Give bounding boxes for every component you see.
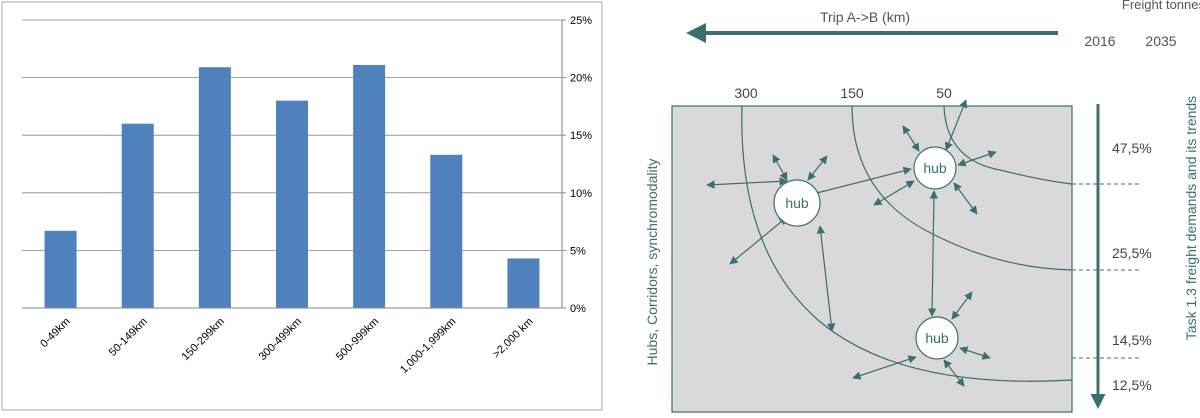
bar bbox=[430, 154, 463, 308]
left-vertical-label: Hubs, Corridors, synchromodality bbox=[644, 159, 660, 366]
share-4: 12,5% bbox=[1112, 377, 1152, 393]
spoke bbox=[873, 180, 915, 206]
bar bbox=[507, 258, 540, 308]
spoke bbox=[943, 359, 965, 387]
hub-3: hub bbox=[915, 316, 959, 360]
hub-3-label: hub bbox=[925, 330, 949, 346]
spoke bbox=[807, 155, 828, 181]
hub-2: hub bbox=[913, 146, 957, 190]
link-hub1-hub3 bbox=[816, 225, 836, 332]
spoke bbox=[706, 177, 788, 189]
region-area bbox=[671, 105, 1073, 413]
y-tick-label: 10% bbox=[570, 188, 592, 200]
y-tick-label: 20% bbox=[570, 73, 592, 85]
freight-label: Freight tonnes bbox=[1122, 0, 1200, 12]
link-hub1-hub2 bbox=[804, 166, 912, 199]
spoke bbox=[953, 182, 978, 215]
hub-diagram: Trip A->B (km) Freight tonnes 2016 2035 … bbox=[610, 0, 1200, 413]
y-tick-labels: 0% 5% 10% 15% 20% 25% bbox=[562, 15, 592, 315]
bars bbox=[44, 64, 540, 309]
y-tick-label: 5% bbox=[570, 245, 586, 257]
bar bbox=[44, 230, 77, 308]
spoke bbox=[951, 291, 973, 320]
share-3: 14,5% bbox=[1112, 332, 1152, 348]
hub-1-label: hub bbox=[785, 195, 809, 211]
link-hub2-hub3 bbox=[927, 190, 939, 317]
spoke bbox=[944, 99, 968, 151]
y-tick-label: 25% bbox=[570, 15, 592, 27]
y-tick-label: 0% bbox=[570, 303, 586, 315]
hub-1: hub bbox=[773, 179, 821, 227]
distance-curve-150 bbox=[851, 105, 1073, 271]
bar bbox=[198, 67, 231, 309]
spoke bbox=[902, 125, 920, 152]
spoke bbox=[957, 150, 997, 167]
bar-chart: 0% 5% 10% 15% 20% 25% 0-49km 50-149km 150-299km… bbox=[0, 0, 606, 413]
trip-label: Trip A->B (km) bbox=[820, 9, 910, 25]
diagram-svg: Trip A->B (km) Freight tonnes 2016 2035 … bbox=[644, 0, 1200, 413]
spoke bbox=[772, 154, 788, 181]
distance-300: 300 bbox=[734, 85, 758, 101]
spoke bbox=[852, 355, 917, 380]
share-1: 47,5% bbox=[1112, 140, 1152, 156]
distance-150: 150 bbox=[840, 85, 864, 101]
year-2035: 2035 bbox=[1145, 33, 1176, 49]
y-tick-label: 15% bbox=[570, 130, 592, 142]
bar bbox=[276, 100, 308, 308]
year-2016: 2016 bbox=[1084, 33, 1115, 49]
bar bbox=[121, 123, 154, 309]
right-vertical-label: Task 1.3 freight demands and its trends bbox=[1183, 96, 1199, 340]
hub-2-label: hub bbox=[923, 160, 947, 176]
bar bbox=[353, 64, 386, 308]
spoke bbox=[959, 346, 991, 360]
distance-50: 50 bbox=[936, 85, 952, 101]
chart-svg: 0%5%10%15%20%25% 0-49km 50-149km 150-299km… bbox=[1, 1, 603, 411]
share-2: 25,5% bbox=[1112, 245, 1152, 261]
spoke bbox=[729, 216, 788, 265]
